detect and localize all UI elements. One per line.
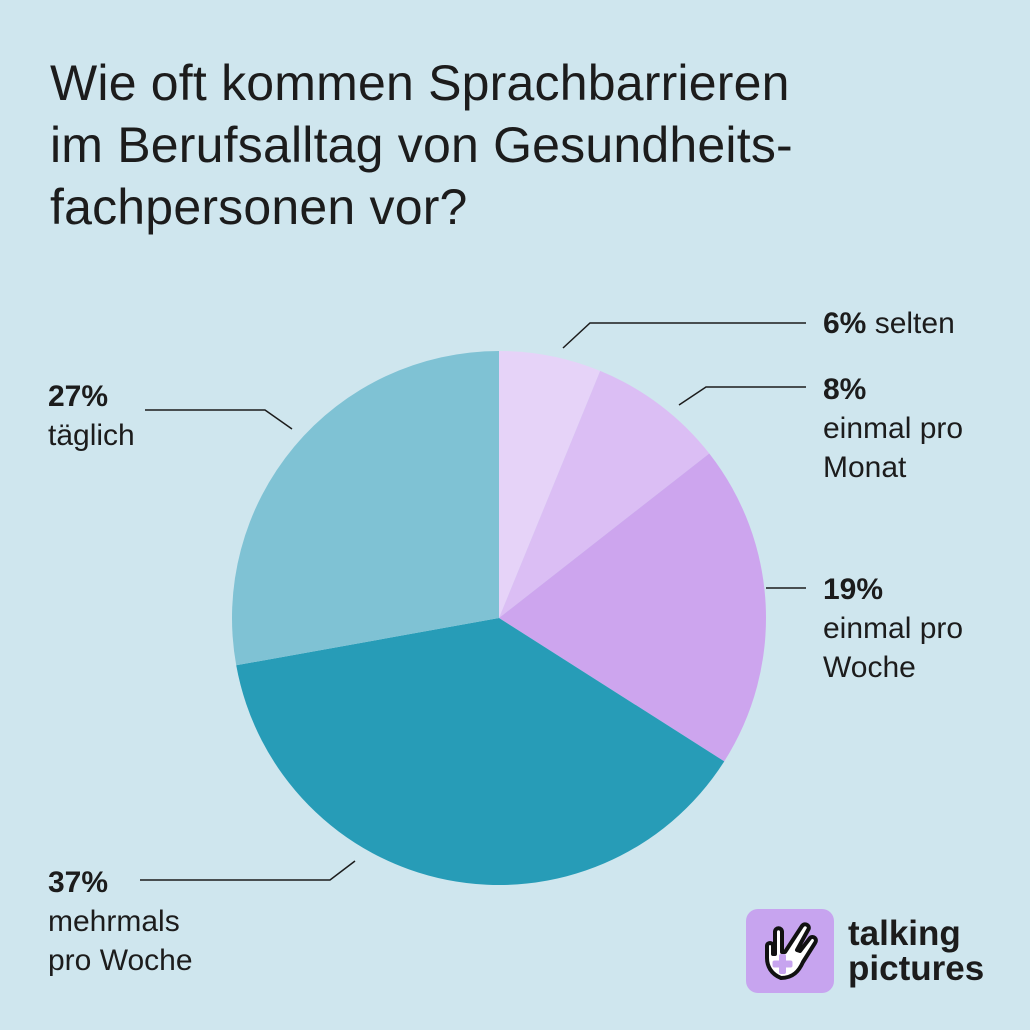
pie-slice-einmal-pro-woche xyxy=(499,453,766,762)
label-value: 27% xyxy=(48,380,109,413)
brand-line: pictures xyxy=(848,949,985,988)
label-einmal-pro-monat: 8% einmal pro Monat xyxy=(823,370,963,487)
leader-line-selten xyxy=(562,322,806,349)
label-taeglich: 27% täglich xyxy=(48,377,135,455)
hand-pointer-plus-icon xyxy=(746,909,834,993)
leader-line-taeglich xyxy=(145,409,293,430)
label-value: 19% xyxy=(823,573,884,606)
pie-slice-mehrmals-pro-woche xyxy=(236,618,725,886)
leader-line-einmal-pro-monat xyxy=(678,386,806,406)
pie-slice-taeglich xyxy=(232,351,500,666)
pie-slice-selten xyxy=(499,351,601,618)
title-line: Wie oft kommen Sprachbarrieren xyxy=(50,55,790,111)
label-value: 8% xyxy=(823,373,867,406)
chart-title: Wie oft kommen Sprachbarrieren im Berufs… xyxy=(50,52,990,238)
label-mehrmals-pro-woche: 37% mehrmals pro Woche xyxy=(48,863,193,980)
label-text: selten xyxy=(874,307,955,340)
title-line: im Berufsalltag von Gesundheits- xyxy=(50,117,793,173)
brand-logo: talking pictures xyxy=(746,909,984,993)
label-text: mehrmals xyxy=(48,905,180,938)
label-text: pro Woche xyxy=(48,944,193,977)
label-text: einmal pro xyxy=(823,612,964,645)
label-text: einmal pro xyxy=(823,412,964,445)
label-einmal-pro-woche: 19% einmal pro Woche xyxy=(823,570,963,687)
label-text: Monat xyxy=(823,451,907,484)
label-value: 37% xyxy=(48,866,109,899)
title-line: fachpersonen vor? xyxy=(50,179,468,235)
label-text: Woche xyxy=(823,651,916,684)
leader-line-mehrmals-pro-woche xyxy=(140,860,356,881)
label-value: 6% xyxy=(823,307,867,340)
brand-line: talking xyxy=(848,914,961,953)
pie-slice-einmal-pro-monat xyxy=(499,370,710,618)
label-selten: 6% selten xyxy=(823,304,955,343)
brand-name: talking pictures xyxy=(848,916,984,986)
label-text: täglich xyxy=(48,419,135,452)
